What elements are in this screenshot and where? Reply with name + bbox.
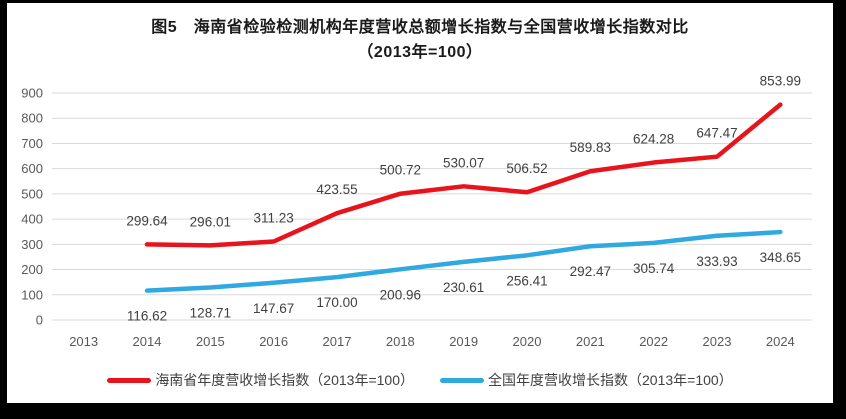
x-axis-tick-label: 2018	[386, 334, 415, 349]
data-label: 299.64	[126, 213, 168, 228]
plot-area: 0 100 200 300 400 500 600 700 800 900 2013 2014 2015…	[21, 74, 812, 349]
y-axis-tick-label: 100	[21, 287, 43, 302]
chart-subtitle: （2013年=100）	[357, 44, 483, 61]
data-label: 170.00	[316, 295, 357, 310]
data-label: 853.99	[760, 74, 801, 89]
data-label: 305.74	[633, 261, 675, 276]
x-axis-tick-label: 2016	[259, 334, 288, 349]
data-label: 348.65	[760, 250, 801, 265]
y-axis-tick-label: 400	[21, 212, 43, 227]
data-label: 256.41	[506, 273, 547, 288]
data-label: 647.47	[696, 126, 737, 141]
y-axis-tick-label: 800	[21, 111, 43, 126]
legend: 海南省年度营收增长指数（2013年=100） 全国年度营收增长指数（2013年=…	[7, 370, 833, 390]
x-axis-tick-label: 2021	[576, 334, 605, 349]
legend-item-national: 全国年度营收增长指数（2013年=100）	[440, 370, 733, 390]
data-label: 311.23	[254, 211, 294, 226]
x-axis-tick-label: 2022	[639, 334, 668, 349]
data-label: 500.72	[380, 163, 421, 178]
x-axis-tick-label: 2020	[513, 334, 542, 349]
data-label: 230.61	[443, 280, 484, 295]
data-label: 423.55	[316, 182, 357, 197]
legend-marker-national	[440, 377, 484, 383]
data-label: 589.83	[570, 140, 611, 155]
x-axis-tick-label: 2019	[449, 334, 478, 349]
series-line-0	[144, 102, 783, 248]
data-label: 200.96	[380, 287, 421, 302]
legend-item-hainan: 海南省年度营收增长指数（2013年=100）	[107, 370, 414, 390]
chart-canvas: 图5 海南省检验检测机构年度营收总额增长指数与全国营收增长指数对比 （2013年…	[7, 3, 833, 403]
data-label: 506.52	[506, 161, 547, 176]
data-label: 624.28	[633, 132, 674, 147]
x-axis-tick-label: 2024	[766, 334, 795, 349]
x-axis-tick-label: 2013	[69, 334, 98, 349]
y-axis-tick-label: 0	[36, 313, 43, 328]
legend-label-hainan: 海南省年度营收增长指数（2013年=100）	[155, 372, 414, 388]
y-axis-tick-label: 900	[21, 86, 43, 101]
data-label: 333.93	[696, 254, 737, 269]
x-axis-tick-label: 2014	[133, 334, 162, 349]
data-label: 296.01	[190, 214, 231, 229]
y-axis-tick-label: 700	[21, 136, 43, 151]
y-axis-tick-label: 300	[21, 237, 43, 252]
data-label: 147.67	[253, 301, 294, 316]
chart-title: 图5 海南省检验检测机构年度营收总额增长指数与全国营收增长指数对比	[151, 19, 689, 36]
y-axis-tick-label: 200	[21, 262, 43, 277]
x-axis-tick-label: 2015	[196, 334, 225, 349]
data-label: 530.07	[443, 155, 484, 170]
y-axis-tick-label: 500	[21, 186, 43, 201]
data-label: 116.62	[127, 309, 167, 324]
series-line-1	[144, 229, 783, 293]
y-axis-tick-label: 600	[21, 161, 43, 176]
data-label: 128.71	[190, 306, 231, 321]
legend-marker-hainan	[107, 377, 152, 383]
data-label: 292.47	[570, 264, 611, 279]
legend-label-national: 全国年度营收增长指数（2013年=100）	[488, 372, 733, 388]
chart-title-block: 图5 海南省检验检测机构年度营收总额增长指数与全国营收增长指数对比 （2013年…	[7, 15, 833, 65]
x-axis-tick-label: 2023	[703, 334, 732, 349]
x-axis-tick-label: 2017	[323, 334, 352, 349]
